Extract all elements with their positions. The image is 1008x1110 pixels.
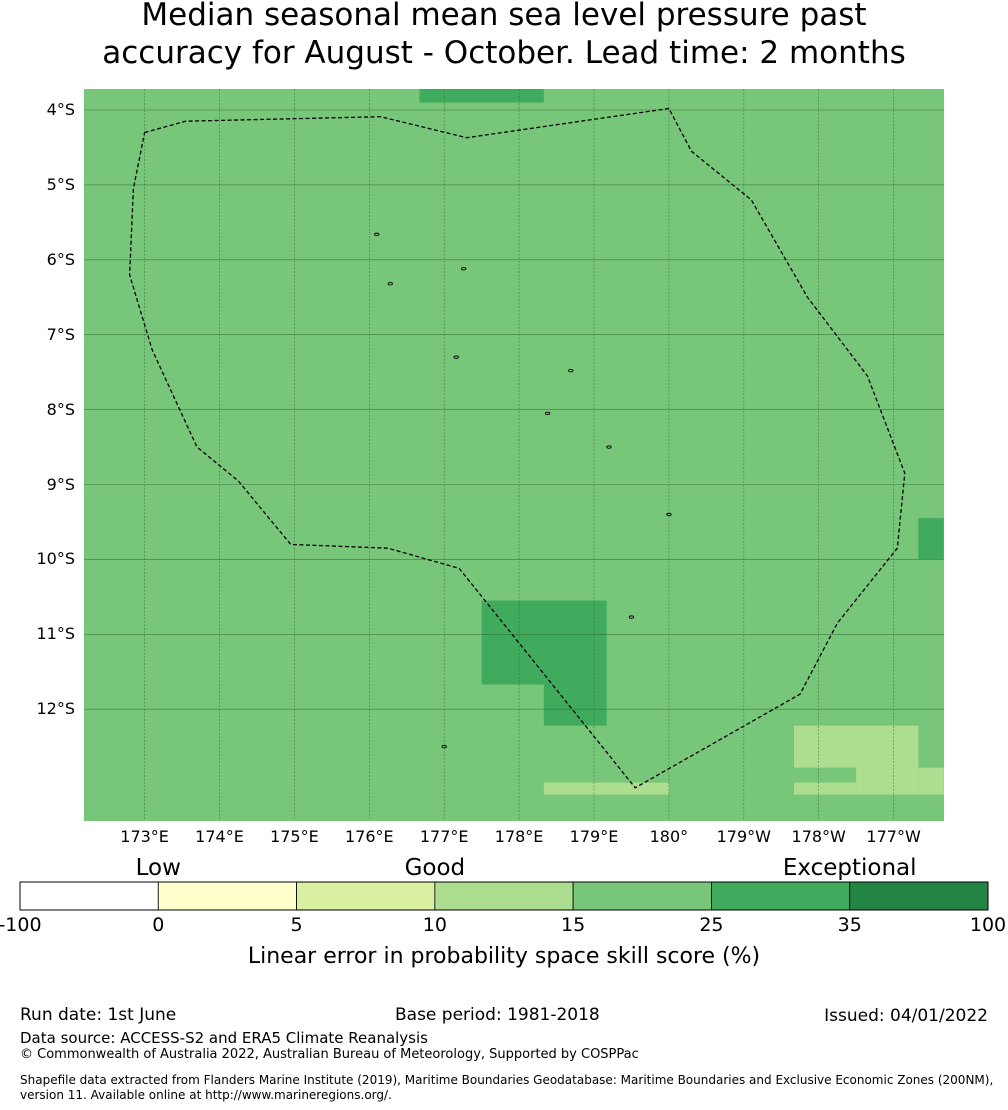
island — [461, 267, 467, 271]
colorbar-bin — [849, 881, 989, 911]
colorbar-bin — [157, 881, 297, 911]
longitude-label: 178°E — [494, 827, 544, 846]
longitude-label: 176°E — [344, 827, 394, 846]
page-title: Median seasonal mean sea level pressure … — [102, 0, 906, 71]
map-area — [84, 89, 944, 821]
latitude-label: 11°S — [36, 624, 75, 644]
copyright: © Commonwealth of Australia 2022, Austra… — [20, 1047, 639, 1062]
island — [628, 615, 635, 619]
island — [387, 282, 393, 286]
longitude-label: 177°W — [866, 827, 921, 846]
longitude-label: 180° — [649, 827, 689, 846]
colorbar-tick: -100 — [0, 914, 42, 936]
latitude-label: 5°S — [46, 174, 75, 194]
island — [606, 445, 612, 449]
colorbar-tick: 5 — [290, 914, 303, 936]
colorbar-category: Low — [135, 855, 181, 881]
latitude-label: 10°S — [36, 549, 75, 569]
map-background — [84, 89, 944, 821]
colorbar-tick: 25 — [699, 914, 724, 936]
longitude-label: 174°E — [195, 827, 244, 846]
colorbar-bin — [572, 881, 712, 911]
skill-cell — [918, 518, 944, 560]
colorbar-tick: 100 — [969, 914, 1007, 936]
longitude-label: 175°E — [270, 827, 319, 846]
longitude-label: 173°E — [120, 827, 169, 846]
island — [374, 232, 380, 236]
colorbar-tick: 0 — [152, 914, 165, 936]
latitude-label: 8°S — [46, 399, 75, 419]
skill-cell — [543, 782, 669, 795]
skill-cell — [419, 89, 544, 103]
longitude-label: 177°E — [419, 827, 469, 846]
colorbar-bin — [711, 881, 851, 911]
colorbar-label: Linear error in probability space skill … — [247, 944, 761, 969]
skill-cell — [793, 725, 919, 768]
data-source: Data source: ACCESS-S2 and ERA5 Climate … — [20, 1029, 428, 1047]
island — [568, 369, 574, 373]
latitude-label: 12°S — [36, 699, 75, 719]
colorbar-tick: 10 — [422, 914, 447, 936]
colorbar-tick: 15 — [561, 914, 586, 936]
shapefile-credit-line1: Shapefile data extracted from Flanders M… — [20, 1073, 994, 1087]
colorbar-category: Exceptional — [782, 855, 917, 881]
latitude-label: 9°S — [46, 474, 75, 494]
longitude-label: 179°E — [569, 827, 619, 846]
longitude-label: 179°W — [716, 827, 771, 846]
latitude-label: 7°S — [46, 324, 75, 344]
colorbar-bin — [19, 881, 159, 911]
base-period: Base period: 1981-2018 — [395, 1005, 600, 1025]
skill-cell — [918, 767, 944, 795]
skill-cell — [856, 767, 919, 795]
latitude-label: 6°S — [46, 249, 75, 269]
skill-cell — [543, 684, 607, 726]
island — [453, 355, 459, 359]
colorbar-bin — [296, 881, 436, 911]
colorbar-bin — [434, 881, 574, 911]
island — [544, 411, 551, 415]
colorbar-tick: 35 — [837, 914, 862, 936]
longitude-label: 178°W — [791, 827, 846, 846]
eez-boundary — [128, 107, 906, 789]
island — [666, 512, 672, 517]
colorbar-frame — [19, 881, 989, 911]
skill-cell — [793, 782, 857, 795]
colorbar-category: Good — [404, 855, 466, 881]
latitude-label: 4°S — [46, 100, 75, 119]
run-date: Run date: 1st June — [20, 1005, 177, 1025]
shapefile-credit-line2: version 11. Available online at http://w… — [20, 1088, 392, 1102]
island — [441, 745, 447, 749]
skill-cell — [481, 600, 607, 685]
issued-date: Issued: 04/01/2022 — [824, 1006, 988, 1026]
